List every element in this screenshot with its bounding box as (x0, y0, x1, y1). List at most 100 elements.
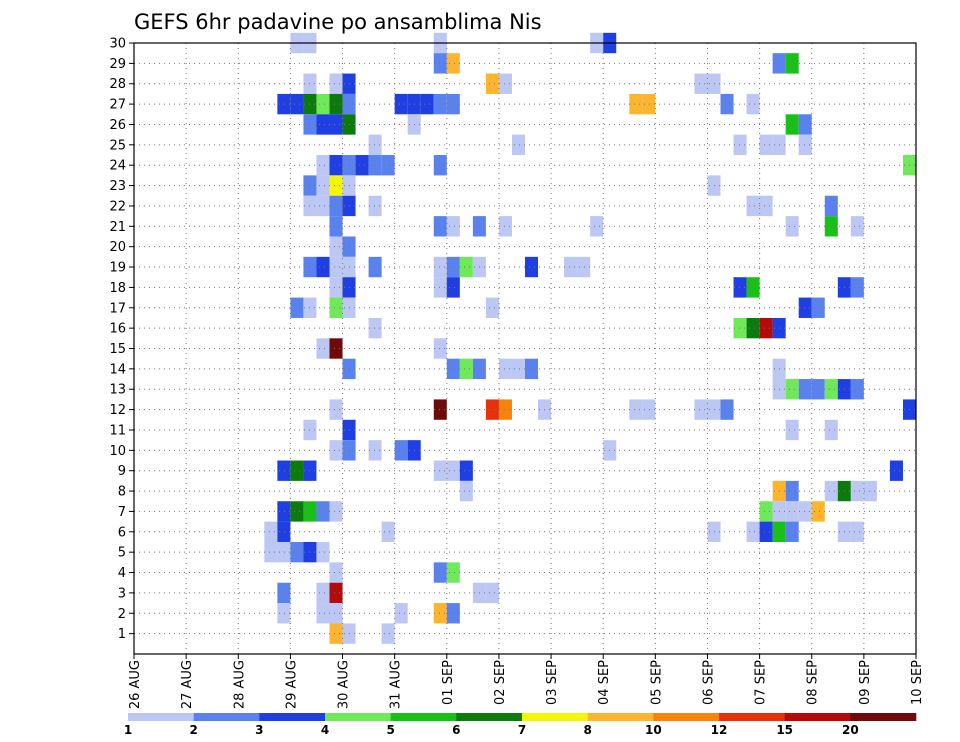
heatmap-cell (811, 379, 825, 400)
x-tick-label: 09 SEP (858, 660, 873, 705)
y-tick-label: 28 (109, 77, 126, 92)
heatmap-cell (446, 256, 460, 278)
heatmap-cell (798, 501, 812, 522)
y-tick-label: 10 (109, 444, 126, 459)
heatmap-cell (290, 460, 304, 481)
heatmap-cell (850, 277, 864, 298)
heatmap-cell (511, 134, 525, 156)
heatmap-cell (446, 603, 460, 624)
colorbar-swatch (456, 713, 523, 721)
heatmap-cell (446, 460, 460, 481)
heatmap-cell (394, 603, 408, 624)
heatmap-cell (277, 582, 291, 604)
colorbar-swatch (653, 713, 720, 721)
heatmap-cell (277, 93, 291, 115)
heatmap-cell (707, 521, 721, 542)
x-tick-label: 30 AUG (337, 660, 352, 709)
heatmap-cell (433, 155, 447, 176)
heatmap-cell (642, 399, 656, 420)
heatmap-cell (459, 480, 473, 502)
heatmap-cell (381, 623, 395, 644)
heatmap-cell (498, 399, 512, 420)
heatmap-cell (316, 256, 330, 278)
heatmap-cell (785, 480, 799, 502)
heatmap-cell (850, 216, 864, 237)
y-tick-label: 27 (109, 98, 126, 113)
colorbar-label: 5 (386, 723, 394, 737)
heatmap-cell (329, 440, 343, 461)
colorbar-label: 10 (645, 723, 662, 737)
heatmap-cell (785, 379, 799, 400)
x-tick-label: 31 AUG (389, 660, 404, 709)
heatmap-cell (642, 93, 656, 115)
y-tick-label: 19 (109, 261, 126, 276)
heatmap-cell (759, 195, 773, 217)
heatmap-cell (264, 541, 278, 563)
colorbar-swatch (128, 713, 194, 721)
heatmap-cell (498, 358, 512, 380)
y-tick-label: 17 (109, 301, 126, 316)
heatmap-cell (329, 582, 343, 604)
x-tick-label: 08 SEP (806, 660, 821, 705)
heatmap-cell (329, 256, 343, 278)
x-tick-label: 07 SEP (754, 660, 769, 705)
x-tick-label: 28 AUG (232, 660, 247, 709)
heatmap-cell (277, 501, 291, 522)
heatmap-cell (798, 114, 812, 135)
heatmap-cell (707, 399, 721, 420)
heatmap-cell (277, 541, 291, 563)
heatmap-cell (316, 155, 330, 176)
heatmap-cell (720, 93, 734, 115)
colorbar-label: 8 (583, 723, 591, 737)
heatmap-cell (316, 114, 330, 135)
heatmap-cell (850, 521, 864, 542)
heatmap-cell (329, 93, 343, 115)
y-tick-label: 14 (109, 362, 126, 377)
y-tick-label: 9 (118, 464, 126, 479)
heatmap-cell (433, 603, 447, 624)
heatmap-cell (355, 155, 369, 176)
y-tick-label: 16 (109, 322, 126, 337)
colorbar-label: 7 (518, 723, 526, 737)
heatmap-cell (850, 379, 864, 400)
x-tick-label: 10 SEP (910, 660, 925, 705)
heatmap-cell (420, 93, 434, 115)
heatmap-cell (277, 521, 291, 542)
heatmap-cell (798, 297, 812, 318)
colorbar-label: 20 (842, 723, 859, 737)
heatmap-cell (316, 582, 330, 604)
chart-title: GEFS 6hr padavine po ansamblima Nis (134, 10, 542, 34)
heatmap-cell (824, 379, 838, 400)
heatmap-cell (316, 338, 330, 359)
y-tick-label: 23 (109, 179, 126, 194)
heatmap-cell (381, 521, 395, 542)
heatmap-cell (433, 338, 447, 359)
grid-lines (134, 42, 916, 654)
heatmap-cell (368, 440, 382, 461)
heatmap-cell (316, 175, 330, 196)
x-tick-label: 27 AUG (180, 660, 195, 709)
heatmap-cell (329, 623, 343, 644)
y-tick-label: 8 (118, 485, 126, 500)
heatmap-cell (329, 114, 343, 135)
y-tick-label: 2 (118, 607, 126, 622)
heatmap-cell (368, 256, 382, 278)
heatmap-cell (525, 256, 539, 278)
heatmap-cell (694, 399, 708, 420)
y-tick-label: 20 (109, 240, 126, 255)
heatmap-cell (394, 93, 408, 115)
y-tick-label: 15 (109, 342, 126, 357)
heatmap-cell (277, 460, 291, 481)
heatmap-cell (329, 562, 343, 583)
y-tick-label: 4 (118, 566, 126, 581)
heatmap-cell (329, 236, 343, 257)
heatmap-cell (459, 460, 473, 481)
heatmap-cell (824, 419, 838, 441)
heatmap-cell (329, 603, 343, 624)
heatmap-cell (733, 134, 747, 156)
heatmap-cell (798, 379, 812, 400)
heatmap-cell (446, 277, 460, 298)
colorbar-swatch (719, 713, 785, 721)
heatmap-cell (316, 93, 330, 115)
